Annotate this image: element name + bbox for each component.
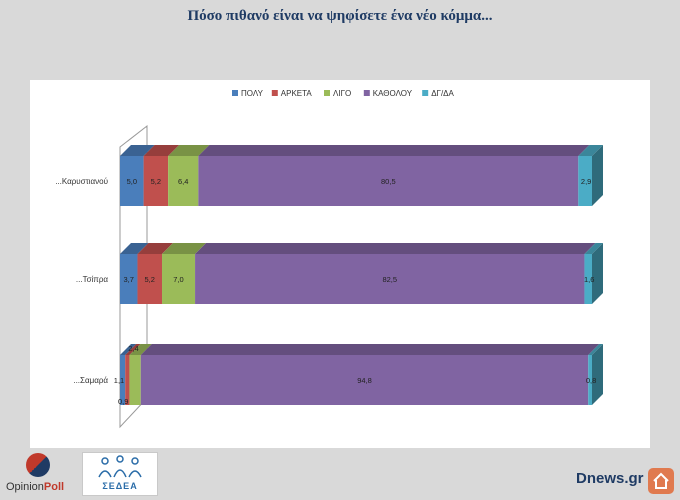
legend-label-4: ΔΓ/ΔΑ <box>431 89 454 98</box>
sedea-people-icon <box>98 455 142 478</box>
bar-2-3 <box>140 355 589 405</box>
bar-1-4 <box>584 254 592 304</box>
bar-top-0-0 <box>120 145 155 156</box>
bar-2-2 <box>129 355 141 405</box>
data-label-1-0: 3,7 <box>124 275 134 284</box>
legend-swatch-4 <box>422 90 429 96</box>
bar-top-1-1 <box>137 243 174 254</box>
data-label-2-4: 0,8 <box>586 376 596 385</box>
data-label-1-2: 7,0 <box>173 275 183 284</box>
data-label-1-3: 82,5 <box>382 275 397 284</box>
legend-swatch-3 <box>363 90 370 96</box>
bar-0-3 <box>198 156 579 206</box>
bar-top-2-4 <box>588 344 603 355</box>
bar-top-0-4 <box>578 145 603 156</box>
bar-top-1-3 <box>195 243 596 254</box>
bar-2-1 <box>125 355 130 405</box>
legend-label-0: ΠΟΛΥ <box>241 89 264 98</box>
bar-0-4 <box>578 156 592 206</box>
opinion-poll-logo-text: OpinionPoll <box>6 481 65 493</box>
legend-label-1: ΑΡΚΕΤΑ <box>281 89 313 98</box>
data-label-0-2: 6,4 <box>178 177 188 186</box>
bar-side-1 <box>592 243 603 304</box>
data-label-0-4: 2,9 <box>581 177 591 186</box>
source-label: Dnews.gr <box>576 470 644 487</box>
bar-0-2 <box>168 156 199 206</box>
bar-0-1 <box>143 156 169 206</box>
data-label-1-4: 1,6 <box>584 275 594 284</box>
bar-top-2-2 <box>129 344 152 355</box>
bar-top-0-3 <box>198 145 590 156</box>
bar-top-2-0 <box>120 344 137 355</box>
data-label-0-0: 5,0 <box>127 177 137 186</box>
bar-top-1-0 <box>120 243 149 254</box>
legend-swatch-2 <box>324 90 330 96</box>
bar-top-2-3 <box>140 344 600 355</box>
category-label-2: ...Σαμαρά <box>73 376 108 385</box>
data-label-1-1: 5,2 <box>145 275 155 284</box>
stacked-bar-chart: ΠΟΛΥ ΑΡΚΕΤΑ ΛΙΓΟ ΚΑΘΟΛΟΥ ΔΓ/ΔΑ ...Καρυστιανού… <box>55 89 603 429</box>
bar-side-2 <box>592 344 603 405</box>
chart-title: Πόσο πιθανό είναι να ψηφίσετε ένα νέο κό… <box>187 8 493 24</box>
data-label-2-2: 2,4 <box>128 344 138 353</box>
sedea-logo: ΣΕΔΕΑ <box>82 452 158 496</box>
bar-top-1-2 <box>162 243 207 254</box>
data-label-0-1: 5,2 <box>151 177 161 186</box>
legend-swatch-1 <box>271 90 278 96</box>
category-label-1: ...Τσίπρα <box>76 275 108 284</box>
legend-label-2: ΛΙΓΟ <box>333 89 351 98</box>
legend-label-3: ΚΑΘΟΛΟΥ <box>373 89 413 98</box>
bar-top-1-4 <box>584 243 603 254</box>
bar-0-0 <box>120 156 144 206</box>
home-icon <box>653 472 669 489</box>
legend-swatch-0 <box>232 90 238 96</box>
bar-top-0-1 <box>143 145 180 156</box>
data-label-2-0: 1,1 <box>114 376 124 385</box>
home-button[interactable] <box>648 468 674 494</box>
bar-top-2-1 <box>125 344 141 355</box>
bar-1-0 <box>120 254 138 304</box>
data-label-2-1: 0,9 <box>118 397 128 406</box>
bar-top-0-2 <box>168 145 210 156</box>
bar-1-2 <box>162 254 196 304</box>
bar-2-0 <box>120 355 126 405</box>
bar-side-0 <box>592 145 603 206</box>
opinion-poll-logo-icon <box>26 453 50 477</box>
bar-1-1 <box>137 254 163 304</box>
data-label-0-3: 80,5 <box>381 177 396 186</box>
data-label-2-3: 94,8 <box>357 376 372 385</box>
category-label-0: ...Καρυστιανού <box>55 177 108 186</box>
bar-2-4 <box>588 355 592 405</box>
sedea-logo-text: ΣΕΔΕΑ <box>102 481 138 491</box>
bar-1-3 <box>195 254 585 304</box>
